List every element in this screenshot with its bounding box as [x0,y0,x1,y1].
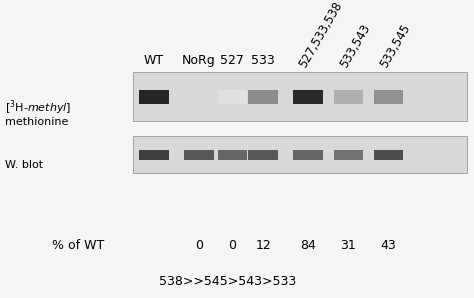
Text: 84: 84 [300,239,316,252]
Bar [133,72,467,121]
Text: W. blot: W. blot [5,160,43,170]
Bar [218,90,247,104]
Text: NoRg: NoRg [182,54,216,67]
Text: 538>>545>543>533: 538>>545>543>533 [159,275,296,288]
Bar [139,150,169,160]
Text: methionine: methionine [5,117,68,127]
Bar [374,150,403,160]
Text: 0: 0 [195,239,203,252]
Bar [139,90,169,104]
Text: 533: 533 [251,54,275,67]
Bar [184,150,214,160]
Bar [334,90,363,104]
Text: 533,543: 533,543 [337,22,373,70]
Text: 527: 527 [220,54,244,67]
Bar [293,90,323,104]
Text: 43: 43 [381,239,397,252]
Bar [334,150,363,160]
Text: [$^{3}$H-$\it{methyl}$]: [$^{3}$H-$\it{methyl}$] [5,98,71,117]
Text: 0: 0 [228,239,236,252]
Text: 533,545: 533,545 [377,22,413,70]
Text: 527,533,538: 527,533,538 [297,0,345,70]
Text: % of WT: % of WT [52,239,104,252]
Bar [293,150,323,160]
Bar [133,136,467,173]
Bar [248,150,278,160]
Text: WT: WT [144,54,164,67]
Bar [218,150,247,160]
Bar [248,90,278,104]
Text: 31: 31 [340,239,356,252]
Bar [374,90,403,104]
Text: 12: 12 [255,239,271,252]
